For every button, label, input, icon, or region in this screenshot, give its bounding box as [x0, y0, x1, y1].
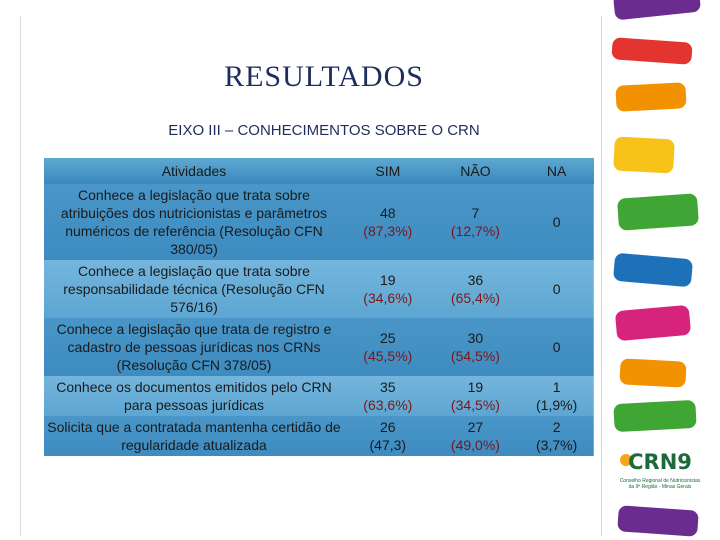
nao-count: 36	[467, 272, 484, 288]
stripe-purple-2	[617, 505, 699, 537]
nao-cell: 27 (49,0%)	[432, 416, 520, 456]
slide-title: RESULTADOS	[224, 60, 424, 93]
na-count: 2	[552, 419, 561, 435]
na-count: 0	[552, 281, 561, 297]
sim-cell: 35 (63,6%)	[344, 376, 432, 416]
sim-percent: (45,5%)	[363, 348, 413, 364]
sim-cell: 48 (87,3%)	[344, 184, 432, 260]
sim-percent: (34,6%)	[363, 290, 413, 306]
nao-percent: (54,5%)	[450, 348, 500, 364]
logo-name: CRN9	[628, 450, 692, 474]
nao-count: 27	[467, 419, 484, 435]
na-cell: 0	[519, 184, 594, 260]
table-row: Conhece a legislação que trata sobre res…	[44, 260, 594, 318]
activity-cell: Conhece a legislação que trata de regist…	[56, 321, 332, 373]
na-cell: 2 (3,7%)	[519, 416, 594, 456]
logo-caption: Conselho Regional de Nutricionistas da 9…	[619, 478, 701, 490]
slide-subtitle: EIXO III – CONHECIMENTOS SOBRE O CRN	[168, 122, 480, 139]
header-sim: SIM	[344, 158, 432, 184]
crn-logo: CRN9 Conselho Regional de Nutricionistas…	[614, 446, 706, 502]
nao-percent: (34,5%)	[450, 397, 500, 413]
header-nao: NÃO	[431, 158, 520, 184]
table-row: Solicita que a contratada mantenha certi…	[44, 416, 594, 456]
stripe-yellow	[613, 136, 675, 174]
nao-cell: 7 (12,7%)	[432, 184, 520, 260]
table-row: Conhece a legislação que trata sobre atr…	[44, 184, 594, 260]
na-cell: 0	[519, 260, 594, 318]
na-count: 1	[552, 379, 561, 395]
nao-cell: 19 (34,5%)	[432, 376, 520, 416]
stripe-green	[616, 193, 700, 231]
na-cell: 0	[519, 318, 594, 376]
sim-count: 35	[380, 379, 396, 395]
stripe-orange-2	[619, 358, 687, 388]
nao-cell: 30 (54,5%)	[432, 318, 520, 376]
nao-cell: 36 (65,4%)	[432, 260, 520, 318]
nao-percent: (49,0%)	[450, 437, 500, 453]
sim-count: 25	[380, 330, 396, 346]
sim-percent: (87,3%)	[363, 223, 413, 239]
stripe-red	[611, 37, 693, 65]
results-table: Atividades SIM NÃO NA Conhece a legislaç…	[44, 158, 594, 456]
sim-cell: 25 (45,5%)	[344, 318, 432, 376]
stripe-orange	[615, 82, 687, 112]
na-percent: (1,9%)	[536, 397, 578, 413]
table-header-row: Atividades SIM NÃO NA	[44, 158, 594, 184]
activity-cell: Solicita que a contratada mantenha certi…	[47, 419, 341, 453]
sim-cell: 26 (47,3)	[344, 416, 432, 456]
nao-count: 7	[471, 205, 480, 221]
sim-count: 19	[380, 272, 396, 288]
nao-percent: (65,4%)	[450, 290, 500, 306]
stripe-purple	[612, 0, 702, 21]
na-percent: (3,7%)	[536, 437, 578, 453]
nao-count: 30	[467, 330, 484, 346]
na-count: 0	[552, 214, 561, 230]
nao-percent: (12,7%)	[450, 223, 500, 239]
sim-count: 48	[380, 205, 396, 221]
logo-mark-icon	[620, 454, 632, 466]
sim-cell: 19 (34,6%)	[344, 260, 432, 318]
activity-cell: Conhece a legislação que trata sobre atr…	[60, 187, 328, 257]
header-na: NA	[519, 158, 594, 184]
nao-count: 19	[467, 379, 484, 395]
table-row: Conhece a legislação que trata de regist…	[44, 318, 594, 376]
stripe-green-2	[613, 399, 697, 433]
stripe-pink	[614, 304, 692, 342]
na-cell: 1 (1,9%)	[519, 376, 594, 416]
sim-percent: (63,6%)	[363, 397, 413, 413]
stripe-blue	[612, 252, 694, 288]
na-count: 0	[552, 339, 561, 355]
table-row: Conhece os documentos emitidos pelo CRN …	[44, 376, 594, 416]
header-activities: Atividades	[44, 158, 344, 184]
slide-frame	[20, 16, 602, 536]
sim-percent: (47,3)	[369, 437, 407, 453]
sim-count: 26	[380, 419, 396, 435]
activity-cell: Conhece a legislação que trata sobre res…	[63, 263, 325, 315]
activity-cell: Conhece os documentos emitidos pelo CRN …	[56, 379, 332, 413]
